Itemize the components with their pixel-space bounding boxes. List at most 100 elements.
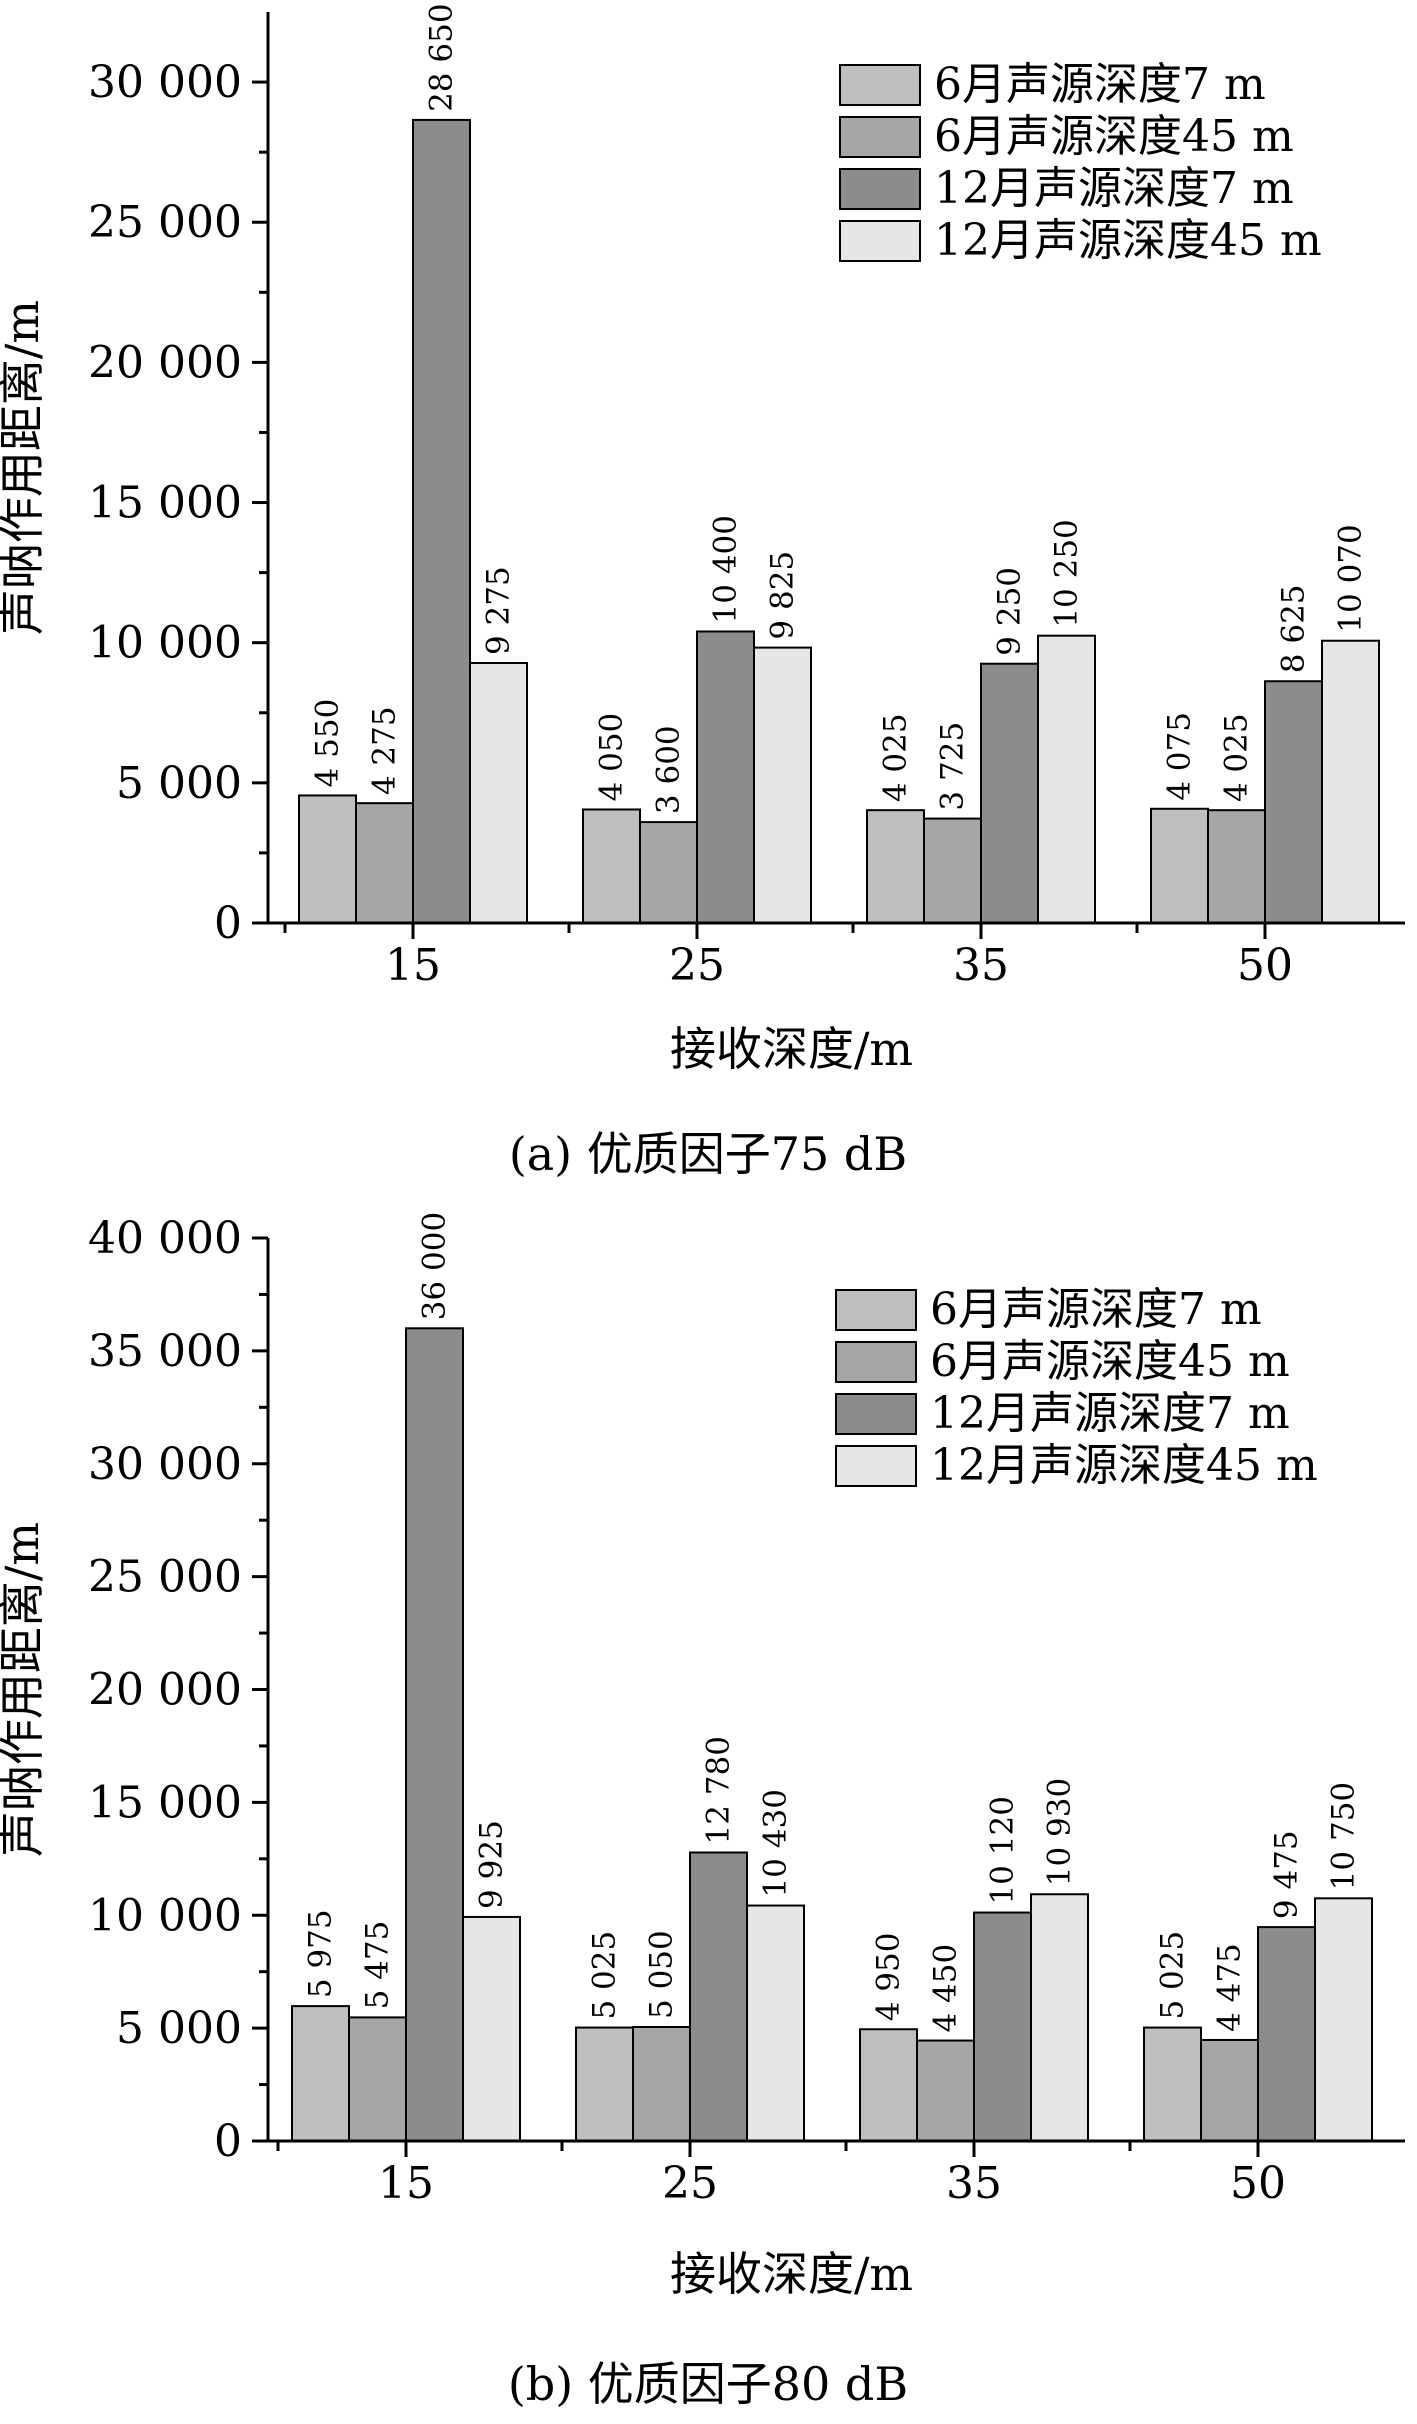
bar xyxy=(298,794,357,925)
data-label: 8 625 xyxy=(1276,584,1312,673)
bar xyxy=(348,2016,407,2142)
data-label: 5 050 xyxy=(644,1930,680,2019)
legend-label: 12月声源深度7 m xyxy=(930,1388,1290,1439)
y-tick-label: 10 000 xyxy=(88,1890,242,1941)
bar xyxy=(916,2039,975,2143)
legend-swatch xyxy=(835,1341,917,1383)
bar xyxy=(582,808,641,925)
y-tick-label: 20 000 xyxy=(88,337,242,388)
bar xyxy=(973,1911,1032,2143)
y-tick-label: 15 000 xyxy=(88,478,242,529)
data-label: 3 725 xyxy=(935,722,971,811)
legend-label: 12月声源深度7 m xyxy=(934,163,1294,214)
bar xyxy=(632,2025,691,2142)
data-label: 10 250 xyxy=(1049,519,1085,627)
data-label: 10 400 xyxy=(708,515,744,623)
bar xyxy=(696,630,755,924)
bar xyxy=(866,809,925,924)
legend-label: 12月声源深度45 m xyxy=(934,215,1322,266)
y-tick-label: 5 000 xyxy=(116,2003,242,2054)
x-tick-label: 25 xyxy=(662,2158,718,2209)
data-label: 9 250 xyxy=(992,567,1028,656)
legend-swatch xyxy=(839,220,921,262)
bar xyxy=(412,118,471,925)
chart-panel-a: 4 550 4 275 28 650 9 275 15 4 050 3 600 10 400 9… xyxy=(0,3,1405,1181)
x-tick-label: 35 xyxy=(946,2158,1002,2209)
legend-swatch xyxy=(835,1393,917,1435)
bar xyxy=(923,817,982,924)
legend-swatch xyxy=(839,116,921,158)
y-tick-label: 20 000 xyxy=(88,1665,242,1716)
y-tick-label: 25 000 xyxy=(88,197,242,248)
y-tick-label: 40 000 xyxy=(88,1213,242,1264)
data-label: 4 950 xyxy=(871,1933,907,2022)
data-label: 4 050 xyxy=(594,713,630,802)
data-label: 9 925 xyxy=(474,1820,510,1909)
bar xyxy=(859,2028,918,2143)
figure-caption: (b) 优质因子80 dB xyxy=(508,2357,908,2411)
data-label: 4 025 xyxy=(878,713,914,802)
legend-label: 6月声源深度7 m xyxy=(934,59,1266,110)
x-tick-label: 50 xyxy=(1230,2158,1286,2209)
data-label: 36 000 xyxy=(417,1212,453,1320)
y-tick-label: 25 000 xyxy=(88,1552,242,1603)
bar xyxy=(469,662,528,924)
data-label: 10 120 xyxy=(985,1796,1021,1904)
data-label: 10 070 xyxy=(1333,524,1369,632)
bar xyxy=(753,646,812,925)
x-tick-label: 25 xyxy=(669,940,725,991)
bar xyxy=(1207,809,1266,924)
legend-label: 6月声源深度45 m xyxy=(934,111,1294,162)
bar xyxy=(980,662,1039,924)
bar xyxy=(746,1904,805,2142)
bar xyxy=(355,802,414,924)
data-label: 10 750 xyxy=(1326,1782,1362,1890)
y-tick-label: 5 000 xyxy=(116,758,242,809)
x-tick-label: 15 xyxy=(378,2158,434,2209)
y-axis-label: 声呐作用距离/m xyxy=(0,1522,49,1857)
bar xyxy=(1037,634,1096,925)
bar xyxy=(575,2026,634,2143)
data-label: 4 025 xyxy=(1219,713,1255,802)
data-label: 3 600 xyxy=(651,725,687,814)
data-label: 5 975 xyxy=(303,1909,339,1998)
figure-caption: (a) 优质因子75 dB xyxy=(509,1127,907,1181)
bar xyxy=(1143,2026,1202,2143)
legend-label: 6月声源深度45 m xyxy=(930,1336,1290,1387)
x-tick-label: 15 xyxy=(385,940,441,991)
bar xyxy=(1150,807,1209,924)
bar xyxy=(1200,2038,1259,2143)
y-tick-label: 30 000 xyxy=(88,57,242,108)
x-tick-label: 35 xyxy=(953,940,1009,991)
bar xyxy=(405,1327,464,2143)
data-label: 5 025 xyxy=(587,1931,623,2020)
bar xyxy=(1257,1926,1316,2143)
y-tick-label: 15 000 xyxy=(88,1777,242,1828)
y-tick-label: 10 000 xyxy=(88,618,242,669)
legend-label: 6月声源深度7 m xyxy=(930,1284,1262,1335)
bar xyxy=(1321,639,1380,924)
data-label: 9 475 xyxy=(1269,1830,1305,1919)
data-label: 12 780 xyxy=(701,1736,737,1844)
y-axis-label: 声呐作用距离/m xyxy=(0,300,49,635)
bar xyxy=(291,2005,350,2142)
data-label: 5 025 xyxy=(1155,1931,1191,2020)
chart-panel-b: 5 975 5 475 36 000 9 925 15 5 025 5 050 12 780 1… xyxy=(0,1212,1405,2411)
bar xyxy=(689,1851,748,2142)
y-tick-label: 30 000 xyxy=(88,1439,242,1490)
data-label: 4 450 xyxy=(928,1944,964,2033)
legend-swatch xyxy=(835,1445,917,1487)
y-tick-label: 0 xyxy=(214,898,242,949)
data-label: 4 075 xyxy=(1162,712,1198,801)
data-label: 4 275 xyxy=(367,706,403,795)
legend-swatch xyxy=(839,168,921,210)
data-label: 4 550 xyxy=(310,699,346,788)
x-axis-label: 接收深度/m xyxy=(670,2247,913,2301)
data-label: 5 475 xyxy=(360,1921,396,2010)
bar xyxy=(1264,680,1323,924)
data-label: 4 475 xyxy=(1212,1943,1248,2032)
bar xyxy=(1030,1893,1089,2142)
